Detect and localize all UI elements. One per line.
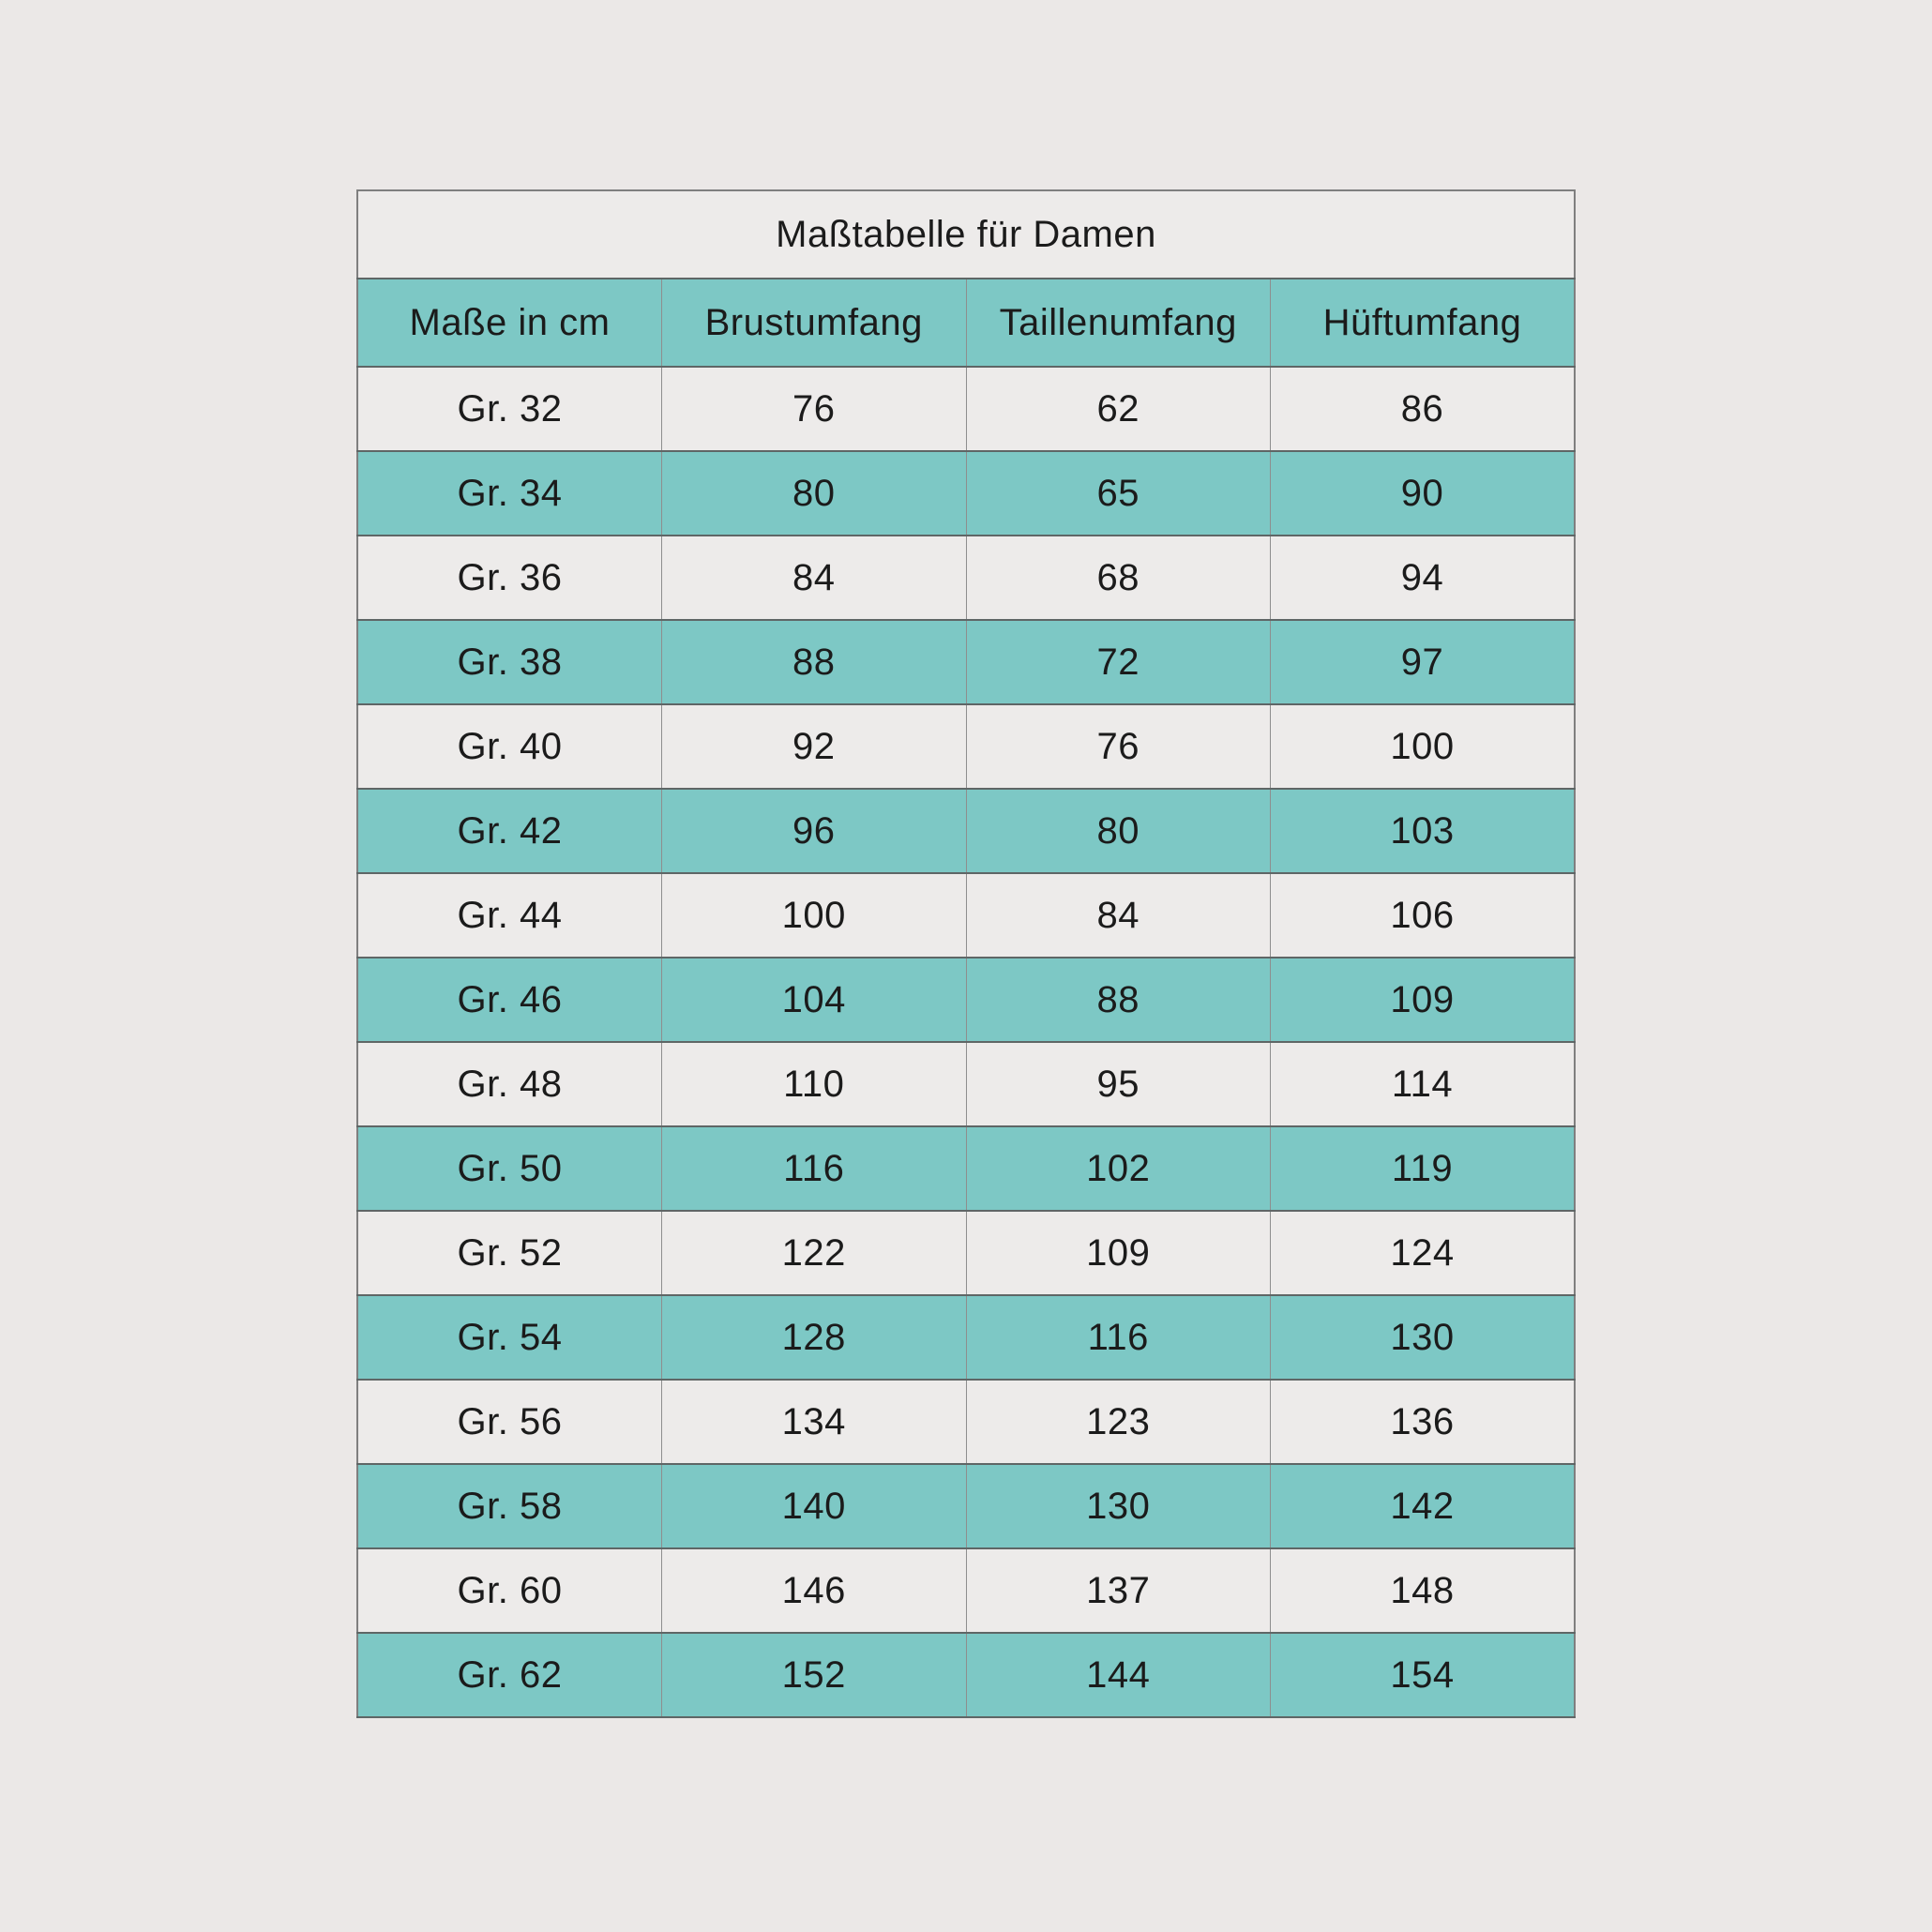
measurement-cell: 68 bbox=[965, 535, 1271, 621]
measurement-cell: 106 bbox=[1270, 872, 1576, 958]
measurement-cell: 102 bbox=[965, 1125, 1271, 1212]
column-header: Brustumfang bbox=[661, 278, 967, 368]
measurement-cell: 152 bbox=[661, 1632, 967, 1718]
size-cell: Gr. 36 bbox=[356, 535, 662, 621]
column-header: Hüftumfang bbox=[1270, 278, 1576, 368]
size-chart-table: Maßtabelle für Damen Maße in cm Brustumfa… bbox=[356, 189, 1576, 1718]
table-row: Gr. 48 110 95 114 bbox=[356, 1041, 1576, 1127]
measurement-cell: 76 bbox=[965, 703, 1271, 790]
measurement-cell: 110 bbox=[661, 1041, 967, 1127]
table-row: Gr. 62 152 144 154 bbox=[356, 1632, 1576, 1718]
measurement-cell: 100 bbox=[661, 872, 967, 958]
table-row: Gr. 54 128 116 130 bbox=[356, 1294, 1576, 1381]
measurement-cell: 109 bbox=[965, 1210, 1271, 1296]
measurement-cell: 86 bbox=[1270, 366, 1576, 452]
measurement-cell: 122 bbox=[661, 1210, 967, 1296]
measurement-cell: 130 bbox=[965, 1463, 1271, 1549]
measurement-cell: 100 bbox=[1270, 703, 1576, 790]
measurement-cell: 84 bbox=[965, 872, 1271, 958]
column-header: Taillenumfang bbox=[965, 278, 1271, 368]
measurement-cell: 88 bbox=[965, 957, 1271, 1043]
measurement-cell: 146 bbox=[661, 1547, 967, 1634]
table-row: Gr. 46 104 88 109 bbox=[356, 957, 1576, 1043]
measurement-cell: 65 bbox=[965, 450, 1271, 536]
measurement-cell: 103 bbox=[1270, 788, 1576, 874]
table-row: Gr. 34 80 65 90 bbox=[356, 450, 1576, 536]
size-cell: Gr. 32 bbox=[356, 366, 662, 452]
size-cell: Gr. 42 bbox=[356, 788, 662, 874]
table-row: Gr. 36 84 68 94 bbox=[356, 535, 1576, 621]
measurement-cell: 95 bbox=[965, 1041, 1271, 1127]
measurement-cell: 154 bbox=[1270, 1632, 1576, 1718]
measurement-cell: 134 bbox=[661, 1379, 967, 1465]
measurement-cell: 116 bbox=[661, 1125, 967, 1212]
table-row: Gr. 38 88 72 97 bbox=[356, 619, 1576, 705]
measurement-cell: 128 bbox=[661, 1294, 967, 1381]
measurement-cell: 116 bbox=[965, 1294, 1271, 1381]
size-cell: Gr. 56 bbox=[356, 1379, 662, 1465]
size-cell: Gr. 40 bbox=[356, 703, 662, 790]
size-cell: Gr. 48 bbox=[356, 1041, 662, 1127]
size-cell: Gr. 38 bbox=[356, 619, 662, 705]
size-cell: Gr. 60 bbox=[356, 1547, 662, 1634]
table-row: Gr. 32 76 62 86 bbox=[356, 366, 1576, 452]
column-header: Maße in cm bbox=[356, 278, 662, 368]
table-row: Gr. 50 116 102 119 bbox=[356, 1125, 1576, 1212]
measurement-cell: 88 bbox=[661, 619, 967, 705]
measurement-cell: 94 bbox=[1270, 535, 1576, 621]
measurement-cell: 90 bbox=[1270, 450, 1576, 536]
measurement-cell: 92 bbox=[661, 703, 967, 790]
measurement-cell: 104 bbox=[661, 957, 967, 1043]
measurement-cell: 136 bbox=[1270, 1379, 1576, 1465]
measurement-cell: 137 bbox=[965, 1547, 1271, 1634]
measurement-cell: 80 bbox=[661, 450, 967, 536]
measurement-cell: 62 bbox=[965, 366, 1271, 452]
table-row: Gr. 44 100 84 106 bbox=[356, 872, 1576, 958]
measurement-cell: 148 bbox=[1270, 1547, 1576, 1634]
size-cell: Gr. 44 bbox=[356, 872, 662, 958]
table-row: Gr. 56 134 123 136 bbox=[356, 1379, 1576, 1465]
measurement-cell: 80 bbox=[965, 788, 1271, 874]
measurement-cell: 109 bbox=[1270, 957, 1576, 1043]
table-row: Gr. 42 96 80 103 bbox=[356, 788, 1576, 874]
table-body: Gr. 32 76 62 86 Gr. 34 80 65 90 Gr. 36 84 68 94 Gr. … bbox=[356, 366, 1576, 1718]
measurement-cell: 130 bbox=[1270, 1294, 1576, 1381]
size-cell: Gr. 58 bbox=[356, 1463, 662, 1549]
measurement-cell: 119 bbox=[1270, 1125, 1576, 1212]
measurement-cell: 140 bbox=[661, 1463, 967, 1549]
size-cell: Gr. 50 bbox=[356, 1125, 662, 1212]
measurement-cell: 142 bbox=[1270, 1463, 1576, 1549]
measurement-cell: 124 bbox=[1270, 1210, 1576, 1296]
measurement-cell: 97 bbox=[1270, 619, 1576, 705]
table-header-row: Maße in cm Brustumfang Taillenumfang Hüftum… bbox=[356, 278, 1576, 368]
table-row: Gr. 40 92 76 100 bbox=[356, 703, 1576, 790]
measurement-cell: 72 bbox=[965, 619, 1271, 705]
measurement-cell: 123 bbox=[965, 1379, 1271, 1465]
table-title: Maßtabelle für Damen bbox=[356, 190, 1576, 279]
measurement-cell: 96 bbox=[661, 788, 967, 874]
size-cell: Gr. 54 bbox=[356, 1294, 662, 1381]
table-row: Gr. 52 122 109 124 bbox=[356, 1210, 1576, 1296]
size-cell: Gr. 52 bbox=[356, 1210, 662, 1296]
measurement-cell: 114 bbox=[1270, 1041, 1576, 1127]
size-cell: Gr. 34 bbox=[356, 450, 662, 536]
measurement-cell: 84 bbox=[661, 535, 967, 621]
table-title-row: Maßtabelle für Damen bbox=[356, 190, 1576, 279]
size-cell: Gr. 46 bbox=[356, 957, 662, 1043]
measurement-cell: 144 bbox=[965, 1632, 1271, 1718]
measurement-cell: 76 bbox=[661, 366, 967, 452]
size-cell: Gr. 62 bbox=[356, 1632, 662, 1718]
table-row: Gr. 60 146 137 148 bbox=[356, 1547, 1576, 1634]
table-row: Gr. 58 140 130 142 bbox=[356, 1463, 1576, 1549]
